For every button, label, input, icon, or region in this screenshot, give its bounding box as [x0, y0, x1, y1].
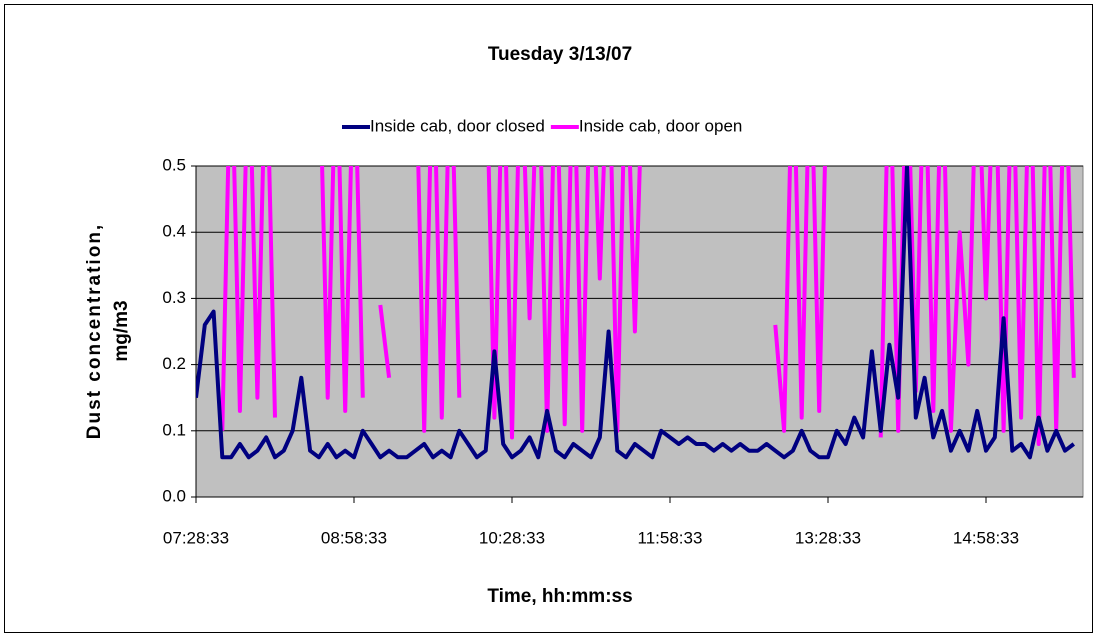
x-tick-label: 14:58:33 — [953, 528, 1019, 547]
y-axis-title: Dust concentration, — [84, 223, 105, 439]
chart-title: Tuesday 3/13/07 — [488, 44, 632, 65]
x-tick-label: 08:58:33 — [321, 528, 387, 547]
y-axis-title: mg/m3 — [111, 300, 132, 361]
series-line — [773, 166, 827, 433]
series-line — [878, 166, 1076, 446]
y-tick-label: 0.0 — [162, 486, 186, 505]
x-tick-label: 11:58:33 — [638, 528, 703, 547]
series-line — [416, 166, 462, 433]
y-tick-label: 0.3 — [162, 288, 186, 307]
x-tick-label: 13:28:33 — [795, 528, 861, 547]
y-tick-label: 0.4 — [162, 222, 186, 241]
legend-label: Inside cab, door open — [579, 116, 743, 135]
x-tick-label: 07:28:33 — [163, 528, 229, 547]
series-line — [378, 304, 392, 379]
x-axis-title: Time, hh:mm:ss — [487, 586, 632, 607]
plot-lines — [196, 166, 1076, 460]
series-line — [320, 166, 365, 413]
series-line — [196, 166, 1076, 460]
legend-label: Inside cab, door closed — [370, 116, 545, 135]
y-tick-label: 0.5 — [162, 155, 186, 174]
y-tick-label: 0.1 — [162, 420, 186, 439]
x-tick-label: 10:28:33 — [479, 528, 545, 547]
y-tick-label: 0.2 — [162, 354, 186, 373]
